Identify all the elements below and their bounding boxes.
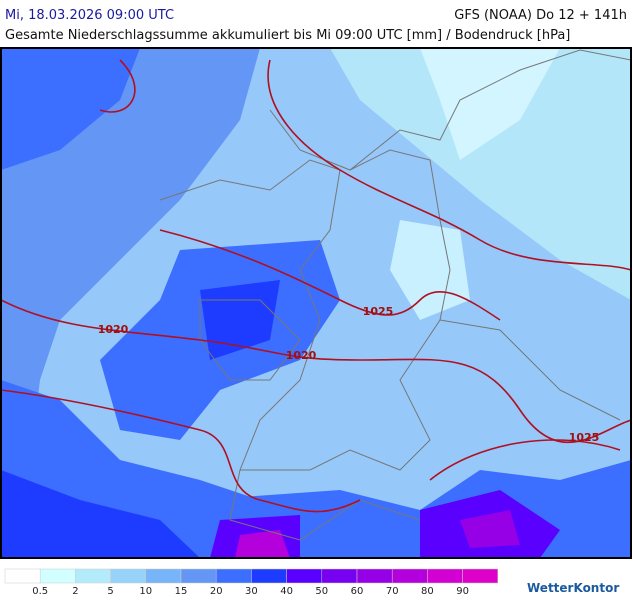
legend-label: 60 — [351, 586, 364, 597]
legend-label: 10 — [139, 586, 152, 597]
map: 1020 1025 1020 1025 — [0, 47, 632, 559]
legend-label: 50 — [315, 586, 328, 597]
legend-label: 70 — [386, 586, 399, 597]
legend-label: 2 — [72, 586, 78, 597]
header-datetime: Mi, 18.03.2026 09:00 UTC — [5, 8, 174, 23]
legend-swatch — [75, 568, 111, 584]
legend-swatch — [286, 568, 323, 584]
isobar-label: 1020 — [286, 349, 317, 362]
header-subtitle: Gesamte Niederschlagssumme akkumuliert b… — [5, 28, 570, 43]
legend-label: 20 — [210, 586, 223, 597]
legend-label: 30 — [245, 586, 258, 597]
header-model: GFS (NOAA) Do 12 + 141h — [454, 8, 627, 23]
legend-label: 5 — [107, 586, 113, 597]
legend-swatch — [427, 568, 463, 584]
legend-label: 80 — [421, 586, 434, 597]
legend-swatch — [356, 568, 393, 584]
legend-label: 15 — [175, 586, 188, 597]
isobar-label: 1025 — [569, 431, 600, 444]
legend-swatch — [110, 568, 147, 584]
legend-swatch — [391, 568, 428, 584]
legend-swatch — [4, 568, 41, 584]
legend-swatch — [180, 568, 217, 584]
legend-swatch — [321, 568, 358, 584]
legend-swatch — [251, 568, 287, 584]
legend-label: 40 — [280, 586, 293, 597]
legend-label: 0.5 — [32, 586, 48, 597]
legend: 0.5 2 5 10 15 20 30 40 50 60 70 80 90 — [4, 568, 499, 597]
legend-swatch — [215, 568, 252, 584]
legend-swatch — [145, 568, 182, 584]
isobar-label: 1025 — [363, 305, 394, 318]
legend-swatch — [39, 568, 76, 584]
legend-label: 90 — [456, 586, 469, 597]
isobar-label: 1020 — [98, 323, 129, 336]
logo: WetterKontor — [527, 581, 619, 595]
legend-swatch — [462, 568, 499, 584]
